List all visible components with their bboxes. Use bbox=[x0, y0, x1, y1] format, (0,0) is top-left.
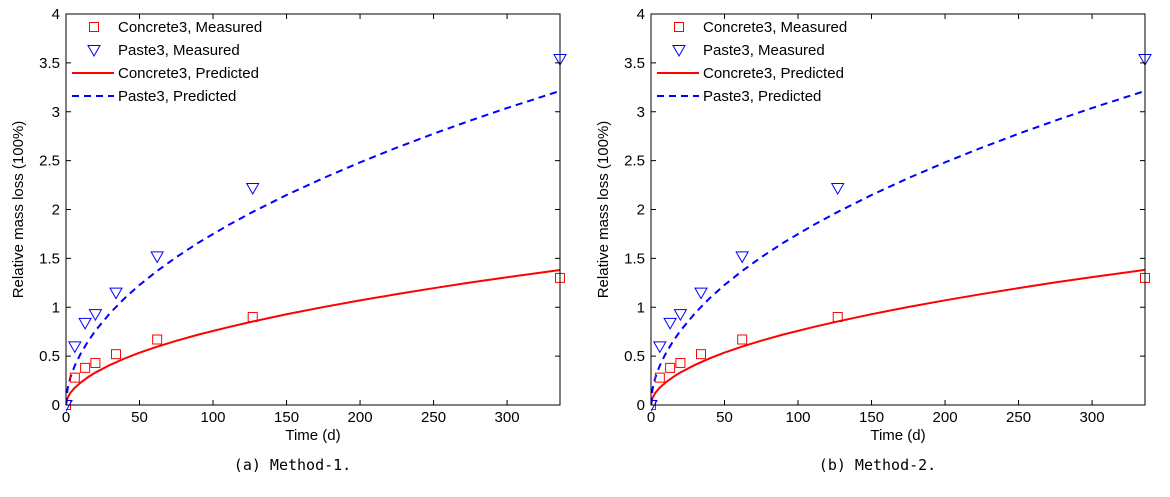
y-tick-label: 3.5 bbox=[39, 55, 60, 72]
data-point-1-5 bbox=[735, 251, 750, 264]
y-tick-label: 0.5 bbox=[624, 348, 645, 365]
x-tick-label: 50 bbox=[716, 409, 733, 426]
chart-panel-method-1: 0 50 100 150 200 250 300 0 0.5 1 1.5 2 2.5 3 3.5 4 Time … bbox=[10, 6, 567, 474]
chart-method-1: 0 50 100 150 200 250 300 0 0.5 1 1.5 2 2.5 3 3.5 4 Time … bbox=[10, 6, 567, 444]
y-tick-label: 2.5 bbox=[624, 153, 645, 170]
legend-label-1: Paste3, Measured bbox=[118, 42, 240, 59]
legend-label-3: Paste3, Predicted bbox=[703, 88, 821, 105]
y-tick-label: 4 bbox=[637, 6, 645, 23]
series-line-3 bbox=[651, 89, 1146, 406]
x-tick-label: 250 bbox=[421, 409, 446, 426]
data-point-0-2 bbox=[80, 362, 91, 373]
legend-label-2: Concrete3, Predicted bbox=[118, 65, 259, 82]
caption-method-2: (b) Method-2. bbox=[818, 456, 937, 474]
y-tick-label: 1.5 bbox=[39, 250, 60, 267]
y-tick-label: 0 bbox=[637, 397, 645, 414]
y-tick-label: 1 bbox=[52, 299, 60, 316]
y-axis-label: Relative mass loss (100%) bbox=[10, 121, 27, 299]
x-axis-label: Time (d) bbox=[285, 427, 340, 444]
data-point-1-0 bbox=[651, 400, 658, 413]
x-tick-label: 300 bbox=[1080, 409, 1105, 426]
series-line-2 bbox=[651, 268, 1146, 406]
legend-label-0: Concrete3, Measured bbox=[118, 19, 262, 36]
caption-method-1: (a) Method-1. bbox=[233, 456, 352, 474]
y-tick-label: 2 bbox=[52, 202, 60, 219]
x-tick-label: 100 bbox=[786, 409, 811, 426]
data-point-0-5 bbox=[152, 334, 163, 345]
y-tick-label: 3 bbox=[637, 104, 645, 121]
plot-area bbox=[651, 53, 1152, 413]
x-tick-label: 200 bbox=[348, 409, 373, 426]
data-point-0-3 bbox=[90, 357, 101, 368]
data-point-0-5 bbox=[737, 334, 748, 345]
legend-label-1: Paste3, Measured bbox=[703, 42, 825, 59]
data-point-0-1 bbox=[654, 372, 665, 383]
data-point-0-4 bbox=[695, 349, 706, 360]
x-tick-label: 150 bbox=[859, 409, 884, 426]
data-point-0-3 bbox=[675, 357, 686, 368]
data-point-0-2 bbox=[665, 362, 676, 373]
legend: Concrete3, Measured Paste3, Measured Concr… bbox=[657, 19, 847, 105]
plot-area bbox=[66, 53, 567, 413]
x-tick-label: 150 bbox=[274, 409, 299, 426]
legend-marker-1 bbox=[87, 45, 101, 58]
data-point-1-3 bbox=[88, 309, 103, 322]
data-point-0-6 bbox=[247, 312, 258, 323]
data-point-1-1 bbox=[67, 341, 82, 354]
data-point-1-5 bbox=[150, 251, 165, 264]
legend-marker-0 bbox=[674, 22, 684, 32]
data-point-1-0 bbox=[66, 400, 73, 413]
chart-panel-method-2: 0 50 100 150 200 250 300 0 0.5 1 1.5 2 2.5 3 3.5 4 Time … bbox=[585, 0, 1170, 497]
y-tick-label: 1 bbox=[637, 299, 645, 316]
data-point-0-1 bbox=[69, 372, 80, 383]
legend-label-3: Paste3, Predicted bbox=[118, 88, 236, 105]
data-point-0-4 bbox=[110, 349, 121, 360]
series-line-2 bbox=[66, 269, 561, 406]
data-point-1-1 bbox=[652, 341, 667, 354]
y-tick-label: 4 bbox=[52, 6, 60, 23]
legend-label-2: Concrete3, Predicted bbox=[703, 65, 844, 82]
chart-method-2: 0 50 100 150 200 250 300 0 0.5 1 1.5 2 2.5 3 3.5 4 Time … bbox=[595, 6, 1152, 444]
y-tick-label: 1.5 bbox=[624, 250, 645, 267]
data-point-1-4 bbox=[109, 287, 123, 300]
y-axis-label: Relative mass loss (100%) bbox=[595, 121, 612, 299]
legend-label-0: Concrete3, Measured bbox=[703, 19, 847, 36]
legend: Concrete3, Measured Paste3, Measured Concr… bbox=[72, 19, 262, 105]
data-point-1-6 bbox=[830, 182, 845, 196]
legend-marker-1 bbox=[672, 45, 686, 58]
y-tick-label: 3.5 bbox=[624, 55, 645, 72]
data-point-1-4 bbox=[694, 287, 708, 300]
x-tick-label: 300 bbox=[495, 409, 520, 426]
data-point-1-2 bbox=[663, 317, 677, 330]
y-tick-label: 2 bbox=[637, 202, 645, 219]
data-point-0-6 bbox=[832, 312, 843, 323]
y-tick-label: 0.5 bbox=[39, 348, 60, 365]
x-tick-label: 50 bbox=[131, 409, 148, 426]
x-tick-label: 200 bbox=[933, 409, 958, 426]
legend-marker-0 bbox=[89, 22, 99, 32]
x-tick-label: 250 bbox=[1006, 409, 1031, 426]
x-tick-label: 0 bbox=[647, 409, 655, 426]
y-tick-label: 2.5 bbox=[39, 153, 60, 170]
x-axis-label: Time (d) bbox=[870, 427, 925, 444]
x-tick-label: 0 bbox=[62, 409, 70, 426]
x-tick-label: 100 bbox=[201, 409, 226, 426]
y-tick-label: 0 bbox=[52, 397, 60, 414]
data-point-1-3 bbox=[673, 309, 688, 322]
data-point-1-2 bbox=[78, 317, 92, 330]
series-line-3 bbox=[66, 89, 561, 406]
y-tick-label: 3 bbox=[52, 104, 60, 121]
data-point-1-6 bbox=[245, 182, 260, 196]
